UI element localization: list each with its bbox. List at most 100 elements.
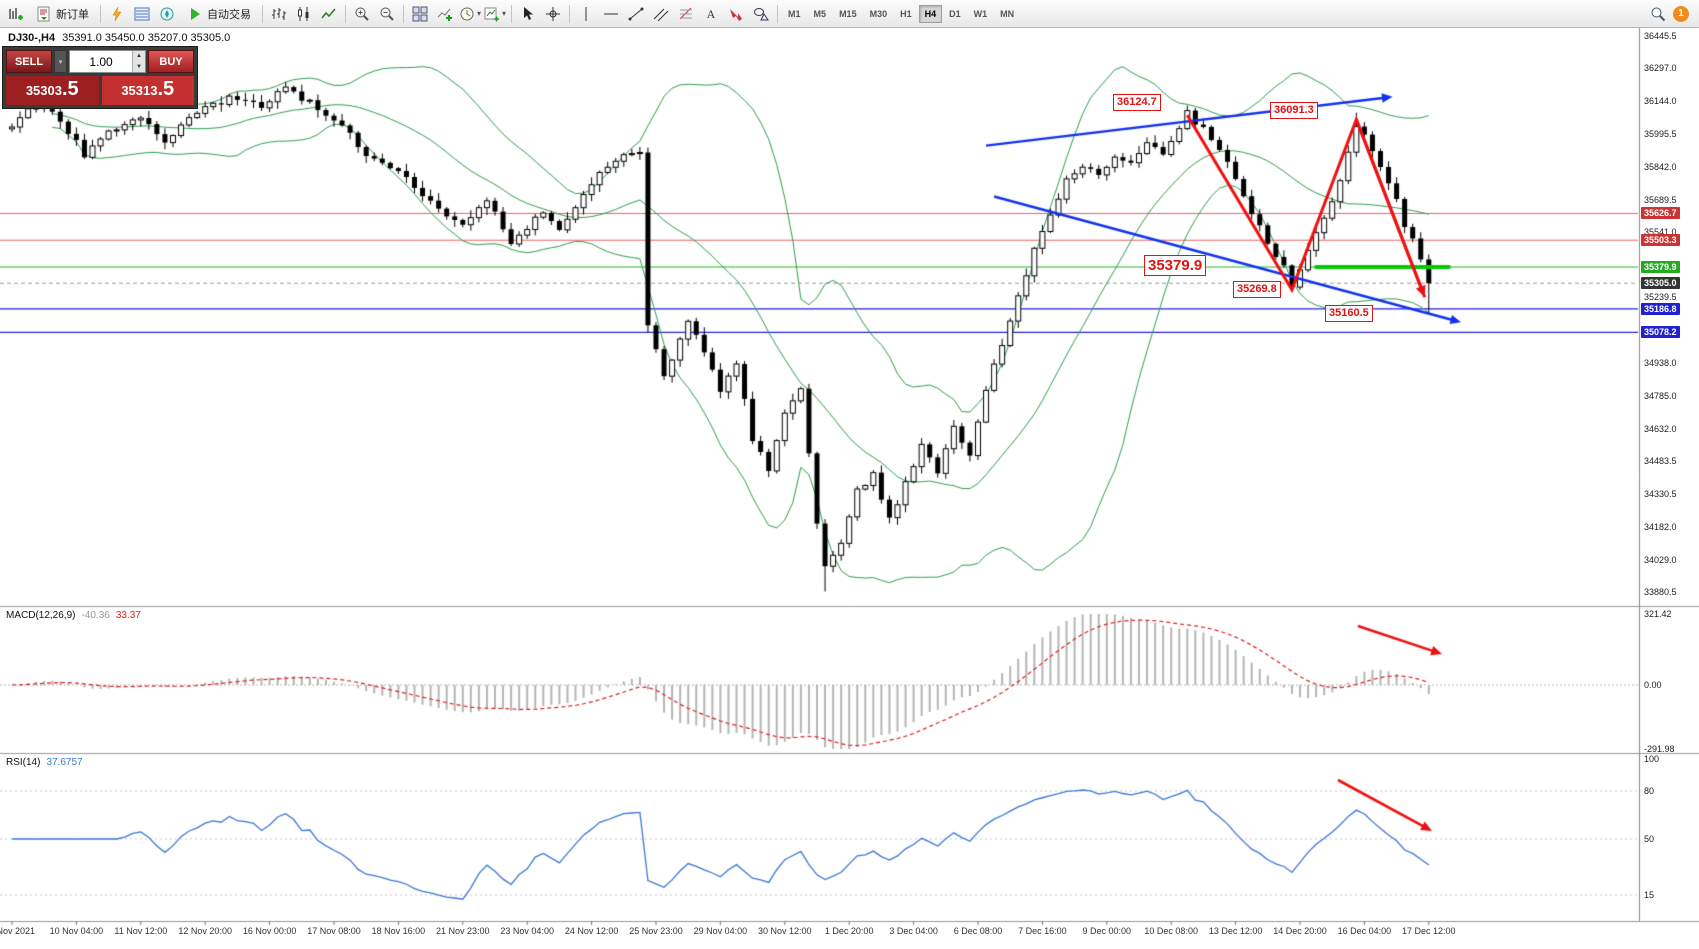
trade-panel-prices: 35303.5 35313.5 bbox=[6, 76, 194, 105]
price-axis-tick: 34330.5 bbox=[1644, 489, 1677, 500]
timeframe-button-mn[interactable]: MN bbox=[994, 5, 1020, 23]
timeframe-button-w1[interactable]: W1 bbox=[968, 5, 994, 23]
new-chart-icon[interactable] bbox=[4, 3, 28, 25]
indicators-icon[interactable] bbox=[433, 3, 457, 25]
price-axis-tick: 34182.0 bbox=[1644, 521, 1677, 532]
buy-button[interactable]: BUY bbox=[148, 50, 194, 73]
toolbar-separator bbox=[511, 4, 513, 23]
price-axis-tick: 34938.0 bbox=[1644, 357, 1677, 368]
time-axis-label: 30 Nov 12:00 bbox=[758, 926, 812, 936]
toolbar-separator bbox=[777, 4, 779, 23]
horizontal-line-tool-icon[interactable] bbox=[599, 3, 623, 25]
timeframe-button-d1[interactable]: D1 bbox=[943, 5, 967, 23]
autotrading-button[interactable]: 自动交易 bbox=[180, 3, 258, 25]
price-axis-tick: 36144.0 bbox=[1644, 96, 1677, 107]
trendline-tool-icon[interactable] bbox=[624, 3, 648, 25]
volume-steppers: ▲ ▼ bbox=[132, 51, 145, 72]
time-axis-label: 7 Dec 16:00 bbox=[1018, 926, 1067, 936]
vertical-line-tool-icon[interactable] bbox=[574, 3, 598, 25]
time-axis-label: 9 Dec 00:00 bbox=[1082, 926, 1132, 936]
shapes-tool-icon[interactable] bbox=[749, 3, 773, 25]
volume-input[interactable] bbox=[70, 51, 132, 72]
text-tool-icon[interactable]: A bbox=[699, 3, 723, 25]
caret-down-icon: ▾ bbox=[502, 9, 507, 18]
price-tag: 35078.2 bbox=[1641, 326, 1680, 339]
periods-icon[interactable]: ▾ bbox=[458, 3, 482, 25]
sell-button[interactable]: SELL bbox=[6, 50, 52, 73]
main-toolbar: 新订单 自动交易 ▾ ▾ A M1 M5 M15 M30 H1 H4 D1 W1 MN bbox=[0, 0, 1699, 28]
toolbar-separator bbox=[403, 4, 404, 23]
sell-price-button[interactable]: 35303.5 bbox=[6, 76, 99, 105]
rsi-value: 37.6757 bbox=[46, 757, 83, 768]
tile-windows-icon[interactable] bbox=[408, 3, 432, 25]
notification-badge[interactable]: 1 bbox=[1673, 5, 1689, 22]
macd-axis-tick: 321.42 bbox=[1644, 609, 1672, 619]
price-annotation[interactable]: 35160.5 bbox=[1325, 305, 1373, 322]
macd-signal-value: 33.37 bbox=[115, 610, 141, 621]
caret-down-icon: ▾ bbox=[477, 9, 482, 18]
timeframe-button-m1[interactable]: M1 bbox=[782, 5, 807, 23]
macd-axis-tick: -291.98 bbox=[1644, 744, 1675, 754]
price-annotation[interactable]: 36091.3 bbox=[1270, 102, 1318, 119]
price-axis-tick: 34483.5 bbox=[1644, 456, 1677, 467]
time-axis-label: 18 Nov 16:00 bbox=[371, 926, 426, 936]
market-watch-icon[interactable] bbox=[130, 3, 154, 25]
time-axis-label: 25 Nov 23:00 bbox=[629, 926, 683, 936]
price-annotation[interactable]: 35379.9 bbox=[1144, 255, 1207, 276]
svg-text:A: A bbox=[707, 7, 716, 21]
toolbar-separator bbox=[345, 4, 346, 23]
sell-price-pip: .5 bbox=[61, 78, 79, 100]
price-axis-tick: 33880.5 bbox=[1644, 587, 1677, 597]
timeframe-button-m15[interactable]: M15 bbox=[833, 5, 863, 23]
time-axis-label: 17 Dec 12:00 bbox=[1402, 926, 1456, 936]
macd-main-value: -40.36 bbox=[81, 610, 110, 621]
price-annotation[interactable]: 35269.8 bbox=[1233, 281, 1281, 298]
buy-price-button[interactable]: 35313.5 bbox=[101, 76, 194, 105]
crosshair-icon[interactable] bbox=[541, 3, 565, 25]
volume-increase-button[interactable]: ▲ bbox=[133, 51, 145, 62]
time-axis-label: 23 Nov 04:00 bbox=[500, 926, 554, 936]
timeframe-button-h4[interactable]: H4 bbox=[918, 4, 943, 23]
volume-decrease-button[interactable]: ▼ bbox=[133, 61, 145, 72]
arrows-tool-icon[interactable] bbox=[724, 3, 748, 25]
time-axis-label: 10 Nov 04:00 bbox=[49, 926, 104, 936]
price-axis-tick: 35541.0 bbox=[1644, 227, 1677, 238]
price-axis-tick: 34632.0 bbox=[1644, 424, 1677, 435]
rsi-axis-tick: 100 bbox=[1644, 754, 1660, 764]
rsi-axis-tick: 15 bbox=[1644, 890, 1655, 900]
templates-icon[interactable]: ▾ bbox=[483, 3, 507, 25]
time-axis-label: 9 Nov 2021 bbox=[0, 926, 36, 936]
time-axis-label: 10 Dec 08:00 bbox=[1144, 926, 1198, 936]
price-axis-tick: 35239.5 bbox=[1644, 292, 1677, 303]
timeframe-button-m30[interactable]: M30 bbox=[864, 5, 894, 23]
line-chart-icon[interactable] bbox=[317, 3, 341, 25]
price-chart-canvas[interactable] bbox=[0, 28, 1699, 949]
zoom-in-icon[interactable] bbox=[350, 3, 374, 25]
time-axis-label: 24 Nov 12:00 bbox=[564, 926, 619, 936]
autotrading-label: 自动交易 bbox=[207, 8, 251, 21]
navigator-icon[interactable] bbox=[155, 3, 179, 25]
zoom-out-icon[interactable] bbox=[375, 3, 399, 25]
channel-tool-icon[interactable] bbox=[649, 3, 673, 25]
time-axis-label: 14 Dec 20:00 bbox=[1273, 926, 1327, 936]
timeframe-button-m5[interactable]: M5 bbox=[808, 5, 833, 23]
price-axis-tick: 35842.0 bbox=[1644, 161, 1677, 172]
fibonacci-tool-icon[interactable] bbox=[674, 3, 698, 25]
cursor-icon[interactable] bbox=[516, 3, 540, 25]
candlestick-chart-icon[interactable] bbox=[292, 3, 316, 25]
price-tag: 35626.7 bbox=[1641, 207, 1680, 220]
symbol-ohlc: 35391.0 35450.0 35207.0 35305.0 bbox=[62, 32, 231, 44]
time-axis-label: 3 Dec 04:00 bbox=[889, 926, 938, 936]
price-annotation[interactable]: 36124.7 bbox=[1113, 94, 1161, 111]
time-axis-label: 1 Dec 20:00 bbox=[824, 926, 874, 936]
search-icon[interactable] bbox=[1646, 3, 1670, 25]
trade-panel-controls: SELL ▾ ▲ ▼ BUY bbox=[6, 50, 194, 73]
new-order-button[interactable]: 新订单 bbox=[29, 3, 96, 25]
timeframe-button-h1[interactable]: H1 bbox=[894, 5, 918, 23]
bar-chart-icon[interactable] bbox=[267, 3, 291, 25]
price-tag: 35186.8 bbox=[1641, 302, 1680, 315]
price-axis-tick: 35689.5 bbox=[1644, 194, 1677, 205]
expert-advisor-icon[interactable] bbox=[105, 3, 129, 25]
trade-options-dropdown[interactable]: ▾ bbox=[54, 50, 67, 73]
